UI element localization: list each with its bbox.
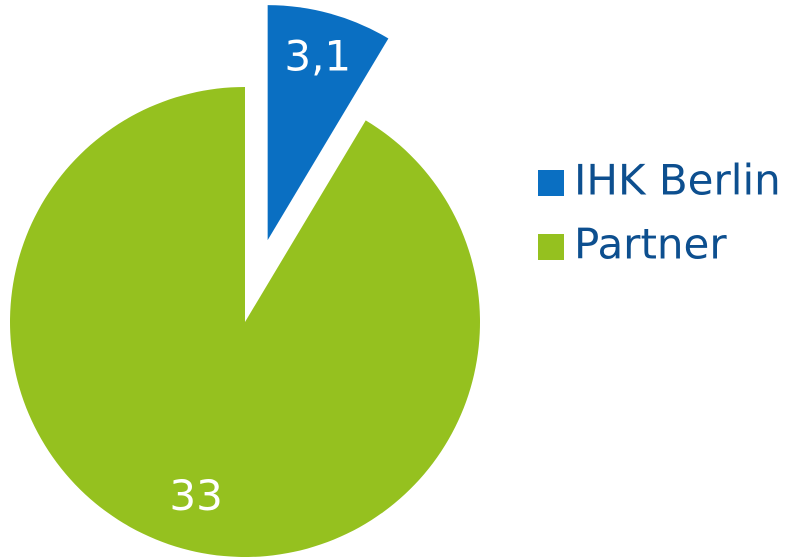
value-label: 33 (169, 471, 222, 520)
legend-swatch (538, 170, 564, 196)
legend-label: Partner (574, 220, 727, 269)
value-label: 3,1 (284, 31, 351, 80)
pie-slice (9, 87, 480, 557)
legend-label: IHK Berlin (574, 156, 781, 205)
pie-slice (267, 5, 389, 241)
legend-swatch (538, 234, 564, 260)
